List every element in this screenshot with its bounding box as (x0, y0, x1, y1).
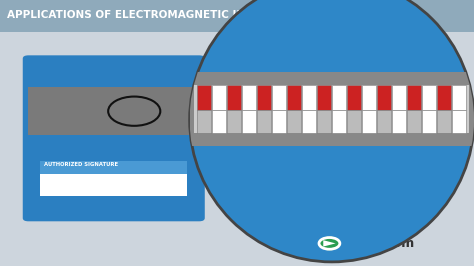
Bar (332, 110, 346, 133)
Bar (257, 85, 271, 110)
Bar (422, 85, 437, 110)
Bar (347, 110, 361, 133)
Bar (257, 110, 271, 133)
Bar (302, 85, 316, 110)
Bar (272, 85, 286, 110)
Bar (377, 110, 392, 133)
Bar (437, 85, 451, 110)
Text: APPLICATIONS OF ELECTROMAGNETIC INDUCTION: APPLICATIONS OF ELECTROMAGNETIC INDUCTIO… (7, 10, 299, 20)
Bar (287, 110, 301, 133)
Bar (242, 85, 256, 110)
Bar (197, 110, 211, 133)
Bar (377, 85, 392, 110)
Bar (212, 110, 226, 133)
Bar (28, 87, 199, 135)
Bar (197, 85, 211, 110)
Bar (437, 110, 451, 133)
Bar (347, 85, 361, 110)
Bar (362, 110, 376, 133)
Bar (392, 85, 406, 110)
Text: Study.com: Study.com (341, 237, 415, 250)
Bar (392, 110, 406, 133)
Bar (242, 110, 256, 133)
Bar (227, 85, 241, 110)
Bar (407, 110, 421, 133)
Bar (422, 110, 437, 133)
Bar (332, 85, 346, 110)
Bar (362, 85, 376, 110)
Text: AUTHORIZED SIGNATURE: AUTHORIZED SIGNATURE (44, 162, 118, 167)
Ellipse shape (190, 0, 474, 262)
Text: magnetized regions: magnetized regions (272, 201, 410, 214)
Bar (194, 85, 469, 133)
Bar (272, 110, 286, 133)
Bar (40, 161, 187, 174)
Circle shape (319, 238, 340, 249)
Bar (287, 85, 301, 110)
Bar (190, 72, 474, 146)
Bar (302, 110, 316, 133)
Bar (40, 174, 187, 196)
Bar (317, 85, 331, 110)
Bar (452, 110, 466, 133)
Polygon shape (323, 240, 336, 247)
Bar (227, 110, 241, 133)
Bar (317, 110, 331, 133)
Bar (407, 85, 421, 110)
Bar (0, 0, 474, 32)
FancyBboxPatch shape (23, 55, 205, 221)
Bar (452, 85, 466, 110)
Bar (212, 85, 226, 110)
